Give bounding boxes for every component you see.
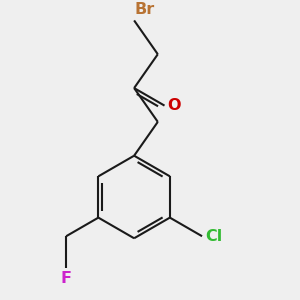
Text: Br: Br [134,2,154,17]
Text: O: O [168,98,181,113]
Text: F: F [61,271,72,286]
Text: Cl: Cl [205,229,223,244]
